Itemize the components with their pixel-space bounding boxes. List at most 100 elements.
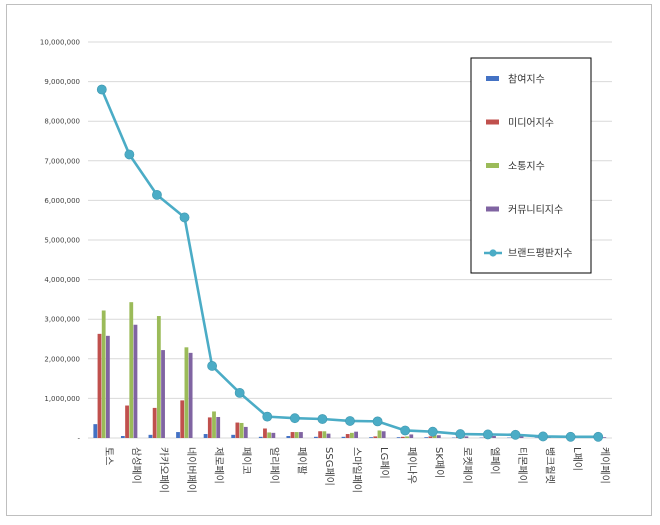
line-point xyxy=(262,411,273,422)
line-point xyxy=(427,426,438,437)
bar xyxy=(156,316,161,438)
bar xyxy=(263,428,267,438)
legend-swatch-marker xyxy=(489,249,497,257)
bar xyxy=(326,433,331,438)
y-tick-label: 9,000,000 xyxy=(44,78,80,86)
x-category-label: 페이팔 xyxy=(295,447,307,475)
bar xyxy=(436,435,441,438)
bar xyxy=(377,430,382,438)
bar xyxy=(188,352,193,438)
line-point xyxy=(538,431,548,442)
bar xyxy=(424,437,429,438)
line-point xyxy=(289,413,300,424)
bar xyxy=(239,422,244,438)
y-tick-label: 5,000,000 xyxy=(44,237,80,245)
x-category-label: 네이버페이 xyxy=(185,447,197,493)
bar xyxy=(432,435,437,438)
bar xyxy=(602,437,607,438)
legend-label: 소통지수 xyxy=(508,161,545,173)
x-category-label: SSG페이 xyxy=(323,447,335,486)
line-point xyxy=(400,425,411,436)
y-tick-label: - xyxy=(77,435,80,443)
x-category-label: 알리페이 xyxy=(268,447,280,484)
legend-label: 참여지수 xyxy=(508,74,545,86)
bar xyxy=(180,400,185,438)
bar xyxy=(271,432,276,438)
y-tick-label: 8,000,000 xyxy=(44,118,80,126)
line-point xyxy=(152,189,162,200)
bar xyxy=(148,434,153,438)
bar xyxy=(299,432,303,438)
x-category-label: 뱅크월렛 xyxy=(544,447,556,484)
x-category-label: SK페이 xyxy=(433,447,445,478)
bar xyxy=(354,431,358,438)
legend-swatch xyxy=(486,163,499,168)
y-tick-label: 1,000,000 xyxy=(44,395,80,403)
bar xyxy=(258,436,263,438)
x-axis-category-labels: 토스 삼성페이 카카오페이 네이버페이 제로페이 페이코 알리페이 페이팔 SSG페이 스마일페이… xyxy=(102,447,610,493)
line-point xyxy=(372,416,383,427)
y-axis-tick-labels: - 1,000,000 2,000,000 3,000,000 4,000,000 5,0… xyxy=(40,39,81,443)
bar xyxy=(322,431,327,438)
bar xyxy=(216,417,221,438)
line-point xyxy=(482,429,493,440)
bar xyxy=(345,434,350,438)
line-point xyxy=(565,431,576,442)
bar xyxy=(161,350,165,438)
bar xyxy=(203,434,208,438)
bar xyxy=(243,426,248,438)
bar xyxy=(286,436,291,438)
bar xyxy=(318,431,323,438)
bar xyxy=(492,436,496,438)
x-category-label: 스마일페이 xyxy=(351,447,363,493)
line-point xyxy=(593,431,604,442)
y-tick-label: 3,000,000 xyxy=(44,316,80,324)
bar xyxy=(235,422,240,438)
x-category-label: 티몬페이 xyxy=(516,447,528,484)
bar xyxy=(105,335,110,438)
bar xyxy=(396,437,401,438)
y-tick-label: 7,000,000 xyxy=(44,157,80,165)
line-point xyxy=(455,429,466,439)
legend-swatch xyxy=(486,76,499,81)
bar xyxy=(369,437,373,438)
y-tick-label: 2,000,000 xyxy=(44,355,80,363)
x-category-label: 제로페이 xyxy=(213,447,225,484)
bars xyxy=(93,302,607,438)
bar xyxy=(184,347,189,438)
bar xyxy=(381,431,386,438)
bar xyxy=(290,432,295,438)
bar xyxy=(350,432,354,438)
x-category-label: 로켓페이 xyxy=(461,447,473,484)
x-category-label: 삼성페이 xyxy=(130,447,142,484)
bar xyxy=(314,436,318,438)
line-point xyxy=(179,212,190,223)
line-point xyxy=(317,414,328,424)
bar xyxy=(405,436,409,438)
bar xyxy=(129,302,134,438)
bar xyxy=(212,411,216,438)
bar xyxy=(519,436,524,438)
bar xyxy=(464,436,469,438)
line-point xyxy=(207,361,218,371)
bar xyxy=(231,434,236,438)
y-tick-label: 6,000,000 xyxy=(44,197,80,205)
y-tick-label: 4,000,000 xyxy=(44,276,80,284)
x-category-label: 페이코 xyxy=(240,447,252,475)
line-point xyxy=(345,416,355,426)
bar xyxy=(176,432,180,438)
x-category-label: L페이 xyxy=(571,447,583,471)
y-tick-label: 10,000,000 xyxy=(40,39,80,47)
legend-label: 브랜드평판지수 xyxy=(508,248,572,260)
x-category-label: 페이나우 xyxy=(406,447,418,484)
bar xyxy=(97,333,102,438)
bar xyxy=(125,405,129,438)
bar xyxy=(267,432,272,438)
bar xyxy=(294,432,299,438)
x-category-label: 카카오페이 xyxy=(157,447,169,493)
bar xyxy=(93,424,98,438)
line-point xyxy=(234,387,245,398)
bar xyxy=(101,310,106,438)
